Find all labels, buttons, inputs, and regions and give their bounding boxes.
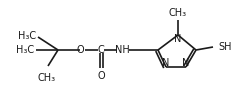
Text: O: O [76, 45, 84, 55]
Text: CH₃: CH₃ [38, 73, 56, 83]
Text: CH₃: CH₃ [169, 8, 187, 18]
Text: N: N [174, 34, 182, 44]
Text: H₃C: H₃C [18, 31, 36, 41]
Text: N: N [162, 58, 170, 68]
Text: C: C [98, 45, 104, 55]
Text: NH: NH [115, 45, 129, 55]
Text: N: N [182, 58, 190, 68]
Text: SH: SH [218, 42, 232, 52]
Text: H₃C: H₃C [16, 45, 34, 55]
Text: O: O [97, 71, 105, 81]
